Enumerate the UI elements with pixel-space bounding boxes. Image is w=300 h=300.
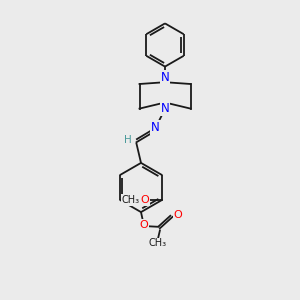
Text: O: O: [139, 220, 148, 230]
Text: O: O: [173, 210, 182, 220]
Text: H: H: [124, 135, 132, 145]
Text: O: O: [141, 195, 150, 205]
Text: N: N: [151, 121, 160, 134]
Text: N: N: [160, 102, 169, 115]
Text: CH₃: CH₃: [122, 195, 140, 205]
Text: CH₃: CH₃: [148, 238, 166, 248]
Text: N: N: [160, 71, 169, 84]
